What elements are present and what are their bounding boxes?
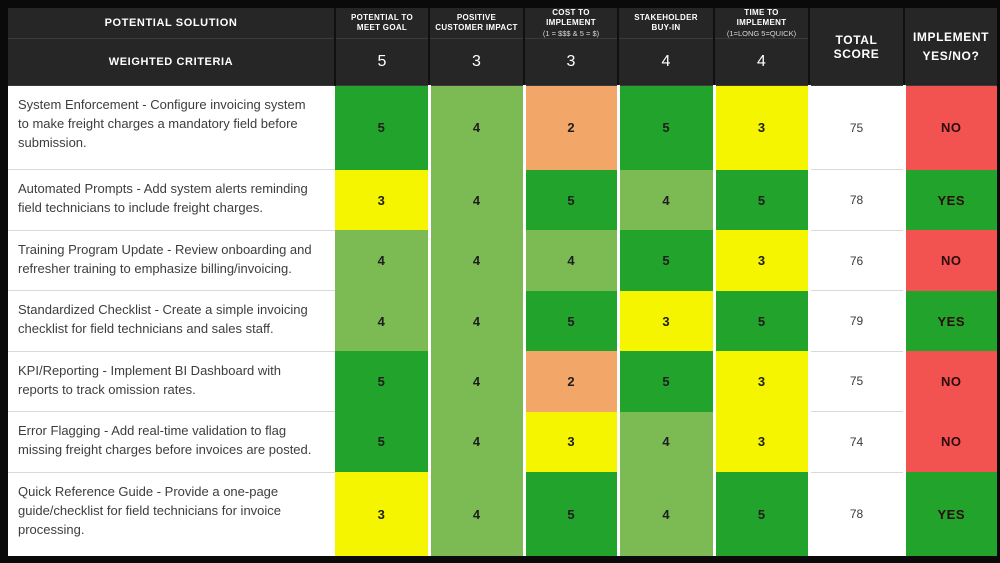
header-criterion-cost[interactable]: COST TO IMPLEMENT (1 = $$$ & 5 = $) <box>523 8 618 39</box>
score-cell[interactable]: 4 <box>618 472 716 556</box>
weight-customer-impact[interactable]: 3 <box>428 38 524 86</box>
score-cell[interactable]: 5 <box>524 472 620 556</box>
header-implement[interactable]: IMPLEMENT YES/NO? <box>903 8 997 86</box>
score-cell[interactable]: 4 <box>429 411 526 473</box>
header-weighted-criteria[interactable]: WEIGHTED CRITERIA <box>8 38 335 86</box>
table-row: Quick Reference Guide - Provide a one-pa… <box>8 472 997 556</box>
score-cell[interactable]: 3 <box>335 472 431 556</box>
solution-cell[interactable]: KPI/Reporting - Implement BI Dashboard w… <box>8 351 335 413</box>
criterion-note: (1=LONG 5=QUICK) <box>726 29 797 38</box>
score-cell[interactable]: 5 <box>335 85 431 170</box>
score-cell[interactable]: 5 <box>618 85 716 170</box>
score-cell[interactable]: 3 <box>618 290 716 352</box>
criterion-title: POTENTIAL TO MEET GOAL <box>351 12 413 32</box>
table-header: POTENTIAL SOLUTION POTENTIAL TO MEET GOA… <box>8 8 997 86</box>
score-cell[interactable]: 4 <box>429 472 526 556</box>
score-cell[interactable]: 4 <box>618 411 716 473</box>
header-total-score[interactable]: TOTAL SCORE <box>808 8 904 86</box>
table-row: Training Program Update - Review onboard… <box>8 230 997 292</box>
weight-goal[interactable]: 5 <box>334 38 429 86</box>
implement-label-line2: YES/NO? <box>922 48 980 63</box>
weight-cost[interactable]: 3 <box>523 38 618 86</box>
score-cell[interactable]: 3 <box>714 85 811 170</box>
table-row: Standardized Checklist - Create a simple… <box>8 290 997 352</box>
solution-cell[interactable]: Error Flagging - Add real-time validatio… <box>8 411 335 473</box>
criterion-title: STAKEHOLDER BUY-IN <box>634 12 698 32</box>
criterion-title: POSITIVE CUSTOMER IMPACT <box>435 12 518 32</box>
total-score-cell[interactable]: 76 <box>809 230 904 292</box>
solution-cell[interactable]: Quick Reference Guide - Provide a one-pa… <box>8 472 335 556</box>
implement-cell[interactable]: NO <box>902 411 997 473</box>
criterion-title: TIME TO IMPLEMENT <box>736 8 787 27</box>
score-cell[interactable]: 3 <box>524 411 620 473</box>
implement-cell[interactable]: NO <box>902 85 997 170</box>
score-cell[interactable]: 2 <box>524 351 620 412</box>
total-score-cell[interactable]: 75 <box>809 85 904 171</box>
implement-label-line1: IMPLEMENT <box>912 29 990 44</box>
score-cell[interactable]: 4 <box>335 290 431 352</box>
table-row: KPI/Reporting - Implement BI Dashboard w… <box>8 351 997 413</box>
score-cell[interactable]: 4 <box>429 290 526 352</box>
score-cell[interactable]: 5 <box>335 411 431 473</box>
total-score-cell[interactable]: 79 <box>809 290 904 352</box>
score-cell[interactable]: 3 <box>335 169 431 231</box>
score-cell[interactable]: 5 <box>714 169 811 231</box>
table-row: Error Flagging - Add real-time validatio… <box>8 411 997 473</box>
header-potential-solution[interactable]: POTENTIAL SOLUTION <box>8 8 335 39</box>
score-cell[interactable]: 4 <box>429 230 526 291</box>
score-cell[interactable]: 5 <box>714 290 811 352</box>
score-cell[interactable]: 5 <box>618 230 716 291</box>
implement-cell[interactable]: YES <box>902 169 997 231</box>
score-cell[interactable]: 4 <box>335 230 431 291</box>
score-cell[interactable]: 5 <box>524 290 620 352</box>
solution-cell[interactable]: Automated Prompts - Add system alerts re… <box>8 169 335 231</box>
score-cell[interactable]: 5 <box>524 169 620 231</box>
score-cell[interactable]: 5 <box>335 351 431 412</box>
solution-cell[interactable]: Training Program Update - Review onboard… <box>8 230 335 292</box>
score-cell[interactable]: 3 <box>714 411 811 473</box>
implement-cell[interactable]: NO <box>902 351 997 412</box>
score-cell[interactable]: 4 <box>429 169 526 231</box>
weight-time[interactable]: 4 <box>713 38 809 86</box>
score-cell[interactable]: 2 <box>524 85 620 170</box>
header-criterion-customer-impact[interactable]: POSITIVE CUSTOMER IMPACT <box>428 8 524 39</box>
decision-matrix-table: POTENTIAL SOLUTION POTENTIAL TO MEET GOA… <box>8 8 997 556</box>
total-score-cell[interactable]: 75 <box>809 351 904 413</box>
solution-cell[interactable]: Standardized Checklist - Create a simple… <box>8 290 335 352</box>
table-row: Automated Prompts - Add system alerts re… <box>8 169 997 231</box>
weight-stakeholder[interactable]: 4 <box>617 38 714 86</box>
total-score-cell[interactable]: 78 <box>809 169 904 231</box>
header-criterion-time[interactable]: TIME TO IMPLEMENT (1=LONG 5=QUICK) <box>713 8 809 39</box>
table-row: System Enforcement - Configure invoicing… <box>8 85 997 171</box>
header-criterion-stakeholder[interactable]: STAKEHOLDER BUY-IN <box>617 8 714 39</box>
score-cell[interactable]: 5 <box>714 472 811 556</box>
header-criterion-goal[interactable]: POTENTIAL TO MEET GOAL <box>334 8 429 39</box>
score-cell[interactable]: 3 <box>714 351 811 412</box>
total-score-cell[interactable]: 78 <box>809 472 904 556</box>
total-score-cell[interactable]: 74 <box>809 411 904 473</box>
score-cell[interactable]: 5 <box>618 351 716 412</box>
implement-cell[interactable]: YES <box>902 472 997 556</box>
implement-cell[interactable]: NO <box>902 230 997 291</box>
score-cell[interactable]: 4 <box>429 85 526 170</box>
criterion-title: COST TO IMPLEMENT <box>546 8 596 27</box>
score-cell[interactable]: 4 <box>524 230 620 291</box>
score-cell[interactable]: 4 <box>429 351 526 412</box>
solution-cell[interactable]: System Enforcement - Configure invoicing… <box>8 85 335 171</box>
score-cell[interactable]: 4 <box>618 169 716 231</box>
criterion-note: (1 = $$$ & 5 = $) <box>542 29 600 38</box>
table-body: System Enforcement - Configure invoicing… <box>8 85 997 556</box>
score-cell[interactable]: 3 <box>714 230 811 291</box>
implement-cell[interactable]: YES <box>902 290 997 352</box>
